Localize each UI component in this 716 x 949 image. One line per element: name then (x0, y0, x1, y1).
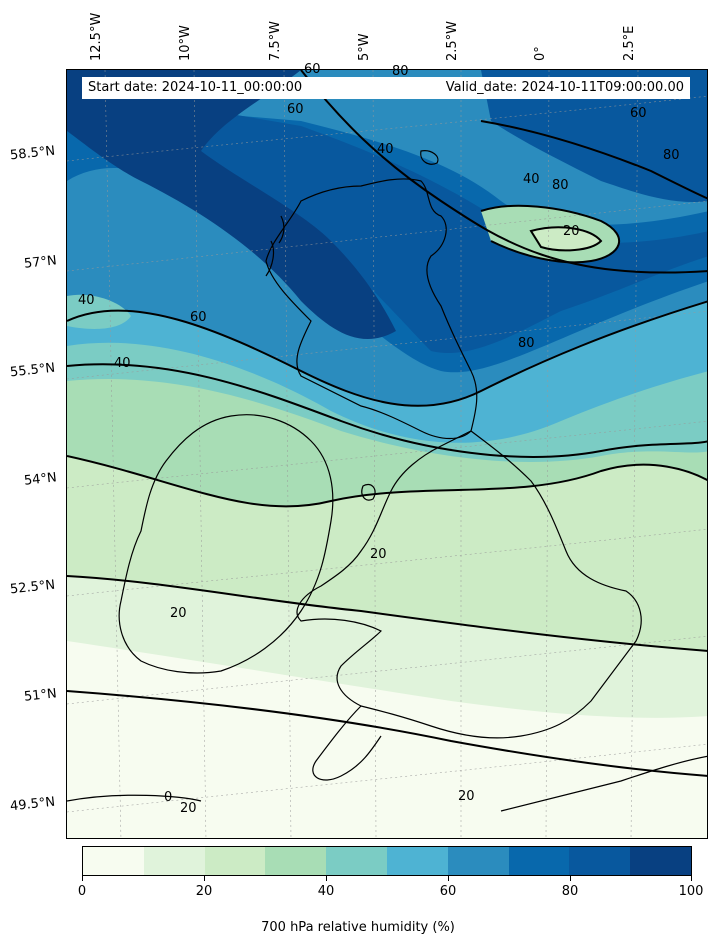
colorbar-title: 700 hPa relative humidity (%) (261, 920, 455, 935)
colorbar-swatch (447, 847, 509, 875)
colorbar-swatch (83, 847, 144, 875)
colorbar-tick (326, 876, 327, 881)
contour-label-80-ne2: 80 (552, 178, 569, 193)
lat-label-57n: 57°N (23, 253, 58, 272)
colorbar-swatch (630, 847, 691, 875)
colorbar-tick-label: 100 (678, 884, 704, 899)
colorbar-tick (570, 876, 571, 881)
colorbar-tick-label: 60 (439, 884, 457, 899)
rh-band-ne-dry-core (531, 227, 601, 251)
lon-label-0: 0° (533, 46, 548, 61)
contour-label-40-mid: 40 (114, 356, 131, 371)
map-canvas (66, 69, 708, 839)
colorbar-tick-label: 0 (77, 884, 87, 899)
colorbar-swatch (326, 847, 387, 875)
lon-label-5w: 5°W (357, 33, 372, 61)
contour-label-60-ne: 60 (630, 106, 647, 121)
lat-label-52.5n: 52.5°N (9, 577, 56, 598)
colorbar-swatch (204, 847, 266, 875)
colorbar-tick (204, 876, 205, 881)
coastlines (67, 150, 707, 812)
colorbar-swatch (265, 847, 327, 875)
lon-label-2.5e: 2.5°E (622, 25, 637, 61)
lat-label-55.5n: 55.5°N (9, 360, 56, 381)
colorbar (82, 846, 692, 876)
colorbar-swatch (143, 847, 205, 875)
rh-band-ne-moist (481, 70, 707, 202)
contour-label-20-sw: 20 (180, 801, 197, 816)
contour-label-20-ne: 20 (563, 224, 580, 239)
contour-label-40-ne: 40 (523, 172, 540, 187)
rh-band-90-100 (67, 70, 396, 340)
forecast-info-box: Start date: 2024-10-11_00:00:00 Valid_da… (82, 77, 690, 99)
lon-label-7.5w: 7.5°W (268, 20, 283, 61)
contour-label-80-ne: 80 (663, 148, 680, 163)
contour-lines (67, 70, 707, 777)
rh-band-80-90 (67, 86, 707, 353)
lon-label-2.5w: 2.5°W (445, 20, 460, 61)
contour-label-40-west: 40 (78, 293, 95, 308)
colorbar-swatch (386, 847, 448, 875)
contour-label-60-a: 60 (287, 102, 304, 117)
start-date-label: Start date: 2024-10-11_00:00:00 (88, 80, 303, 95)
colorbar-swatch (569, 847, 631, 875)
colorbar-tick (691, 876, 692, 881)
colorbar-tick (448, 876, 449, 881)
colorbar-tick-label: 80 (561, 884, 579, 899)
contour-label-20-ireland: 20 (170, 606, 187, 621)
contour-label-20-wales: 20 (370, 547, 387, 562)
contour-label-60-west: 60 (190, 310, 207, 325)
colorbar-tick (82, 876, 83, 881)
lat-label-54n: 54°N (23, 470, 58, 489)
contour-label-80-top: 80 (392, 64, 409, 79)
contour-label-20-south: 20 (458, 789, 475, 804)
lat-label-58.5n: 58.5°N (9, 143, 56, 164)
lat-label-49.5n: 49.5°N (9, 794, 56, 815)
graticule (67, 70, 707, 838)
colorbar-tick-label: 20 (195, 884, 213, 899)
lat-label-51n: 51°N (23, 686, 58, 705)
lon-label-12.5w: 12.5°W (89, 12, 104, 61)
contour-label-80-mid: 80 (518, 336, 535, 351)
colorbar-swatch (508, 847, 570, 875)
contour-label-0-sw: 0 (164, 790, 173, 805)
valid-date-label: Valid_date: 2024-10-11T09:00:00.00 (445, 80, 684, 95)
colorbar-tick-label: 40 (317, 884, 335, 899)
lon-label-10w: 10°W (178, 25, 193, 61)
contour-label-40-a: 40 (377, 142, 394, 157)
contour-label-60-top: 60 (304, 62, 321, 77)
